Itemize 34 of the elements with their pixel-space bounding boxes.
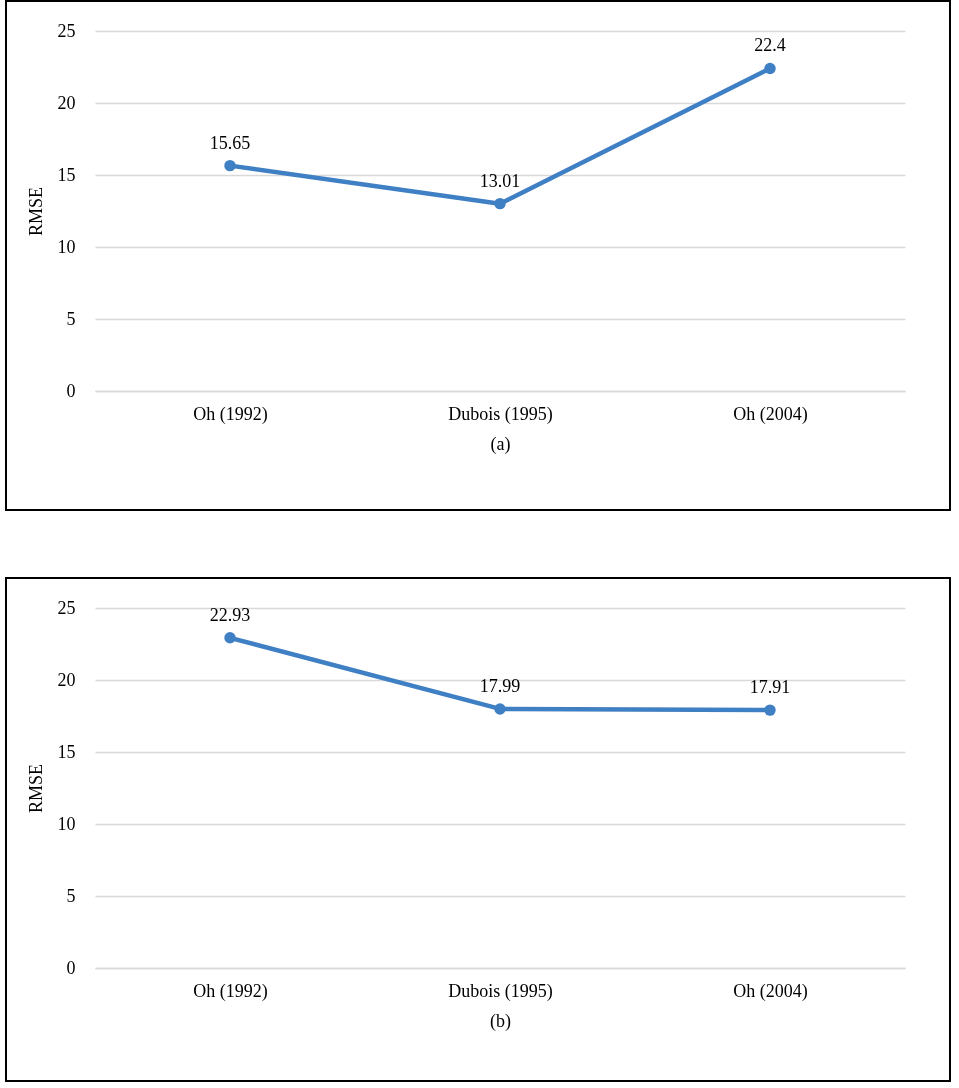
data-label: 22.93	[209, 604, 251, 625]
y-tick-label: 25	[57, 597, 76, 618]
x-tick-label: Dubois (1995)	[448, 403, 553, 425]
y-tick-label: 15	[57, 164, 76, 185]
y-tick-label: 5	[66, 885, 76, 906]
y-axis-title: RMSE	[25, 186, 46, 237]
x-axis-title: (a)	[490, 433, 511, 455]
data-label: 17.91	[749, 677, 791, 698]
y-tick-label: 10	[57, 236, 76, 257]
data-label: 17.99	[479, 675, 521, 696]
point	[764, 704, 776, 716]
point	[494, 703, 506, 715]
y-axis-title: RMSE	[25, 763, 46, 814]
y-tick-label: 0	[66, 957, 76, 978]
y-tick-label: 10	[57, 813, 76, 834]
y-tick-label: 20	[57, 92, 76, 113]
y-tick-label: 25	[57, 20, 76, 41]
point	[494, 197, 506, 210]
y-tick-label: 20	[57, 669, 76, 690]
data-label: 15.65	[209, 132, 251, 153]
x-axis-title: (b)	[490, 1010, 511, 1032]
x-tick-label: Oh (2004)	[733, 980, 808, 1002]
y-tick-label: 5	[66, 308, 76, 329]
data-label: 22.4	[754, 35, 786, 56]
point	[224, 632, 236, 644]
x-tick-label: Oh (1992)	[193, 980, 268, 1002]
x-tick-label: Dubois (1995)	[448, 980, 553, 1002]
data-label: 13.01	[479, 170, 521, 191]
x-tick-label: Oh (1992)	[193, 403, 268, 425]
x-tick-label: Oh (2004)	[733, 403, 808, 425]
point	[764, 62, 776, 75]
y-tick-label: 0	[66, 380, 76, 401]
point	[224, 159, 236, 172]
y-tick-label: 15	[57, 741, 76, 762]
